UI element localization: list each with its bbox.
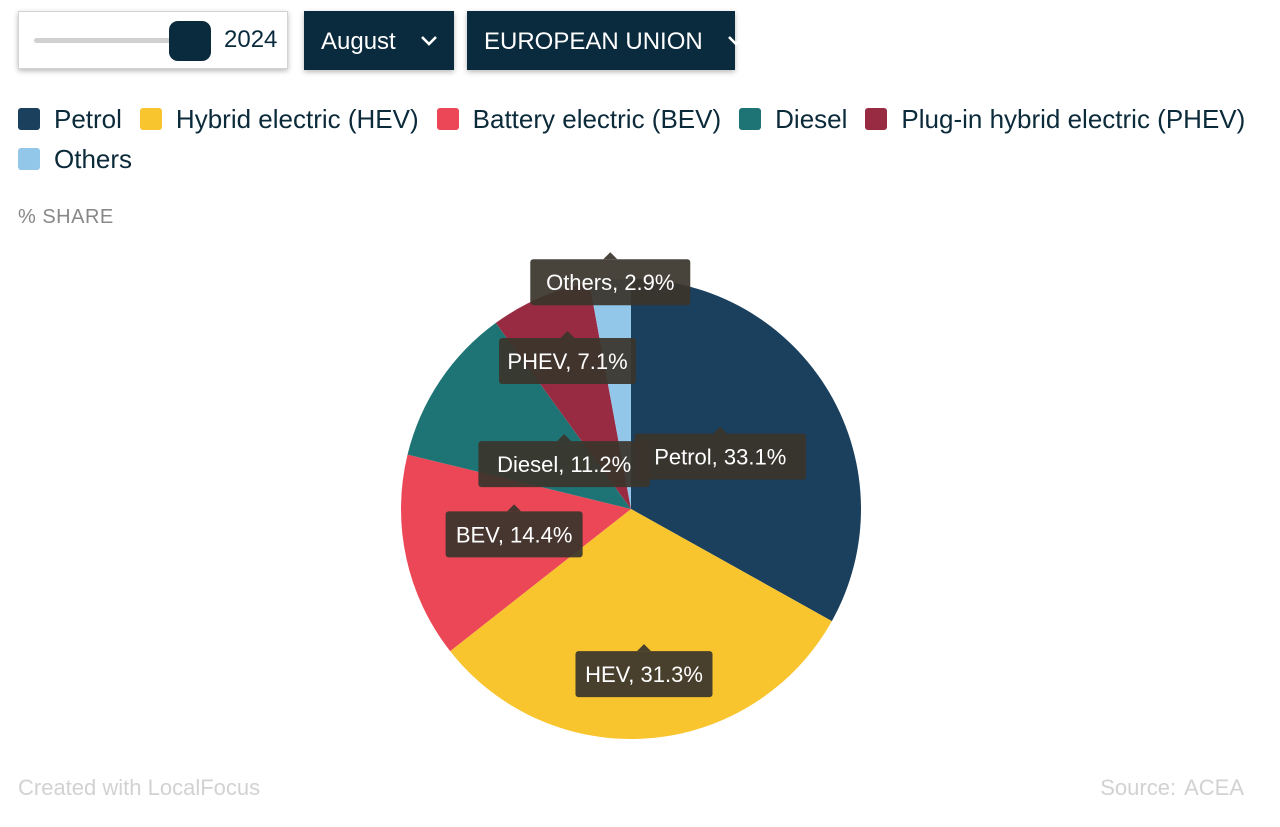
legend-swatch	[18, 108, 40, 130]
data-label-pointer	[603, 252, 618, 260]
data-label-pointer	[713, 426, 728, 434]
chevron-down-icon	[420, 26, 438, 54]
legend-swatch	[436, 108, 459, 130]
region-dropdown-label: EUROPEAN UNION	[484, 28, 703, 55]
data-label-text: Petrol, 33.1%	[654, 445, 786, 470]
legend-item[interactable]: Plug-in hybrid electric (PHEV)	[865, 104, 1245, 134]
data-label-pointer	[560, 331, 575, 339]
data-label-text: Others, 2.9%	[546, 270, 674, 295]
legend-swatch	[865, 108, 888, 130]
data-label-phev: PHEV, 7.1%	[499, 331, 637, 385]
data-label-text: Diesel, 11.2%	[497, 452, 631, 477]
legend-item[interactable]: Battery electric (BEV)	[436, 103, 722, 134]
data-label-box	[634, 433, 807, 480]
pie-slice-hev[interactable]	[450, 509, 832, 739]
data-label-hev: HEV, 31.3%	[575, 644, 713, 698]
legend-item[interactable]: Diesel	[739, 104, 847, 134]
source-label: Source:	[1100, 775, 1177, 800]
source-credit: Source: ACEA	[1100, 775, 1244, 801]
created-with-credit[interactable]: Created with LocalFocus	[18, 775, 261, 800]
year-slider-handle[interactable]	[169, 21, 211, 61]
legend-label: Hybrid electric (HEV)	[175, 103, 419, 134]
data-label-box	[499, 338, 637, 385]
data-label-box	[530, 259, 691, 306]
month-dropdown-label: August	[321, 28, 396, 55]
month-dropdown[interactable]: August	[304, 11, 454, 70]
chevron-down-icon	[727, 26, 745, 54]
data-label-text: BEV, 14.4%	[456, 522, 573, 547]
data-label-bev: BEV, 14.4%	[445, 504, 583, 558]
data-label-pointer	[636, 644, 651, 652]
data-label-text: PHEV, 7.1%	[507, 349, 627, 374]
legend-swatch	[139, 108, 162, 130]
data-label-petrol: Petrol, 33.1%	[634, 426, 807, 480]
legend-item[interactable]: Petrol	[18, 104, 122, 134]
source-value[interactable]: ACEA	[1184, 775, 1244, 800]
legend-swatch	[18, 148, 40, 170]
data-label-others: Others, 2.9%	[530, 252, 691, 306]
data-label-pointer	[557, 434, 572, 442]
legend-swatch	[739, 108, 762, 130]
data-label-box	[575, 651, 713, 698]
region-dropdown[interactable]: EUROPEAN UNION	[467, 11, 745, 70]
data-label-text: HEV, 31.3%	[585, 662, 703, 687]
legend-label: Diesel	[775, 103, 848, 134]
data-label-pointer	[507, 504, 522, 512]
legend-item[interactable]: Hybrid electric (HEV)	[139, 103, 419, 134]
year-slider[interactable]: 2024	[18, 11, 288, 69]
legend-label: Battery electric (BEV)	[472, 103, 722, 134]
legend-label: Plug-in hybrid electric (PHEV)	[901, 103, 1246, 134]
chart-axis-title: % SHARE	[18, 206, 114, 228]
year-slider-track[interactable]	[34, 38, 194, 43]
legend-label: Others	[54, 143, 133, 174]
year-value: 2024	[224, 26, 278, 53]
legend-label: Petrol	[54, 103, 122, 134]
data-label-diesel: Diesel, 11.2%	[478, 434, 650, 488]
data-label-box	[445, 511, 583, 558]
chart-legend: Petrol Hybrid electric (HEV) Battery elect…	[18, 104, 1258, 174]
legend-item[interactable]: Others	[18, 144, 132, 174]
data-label-box	[478, 441, 650, 488]
